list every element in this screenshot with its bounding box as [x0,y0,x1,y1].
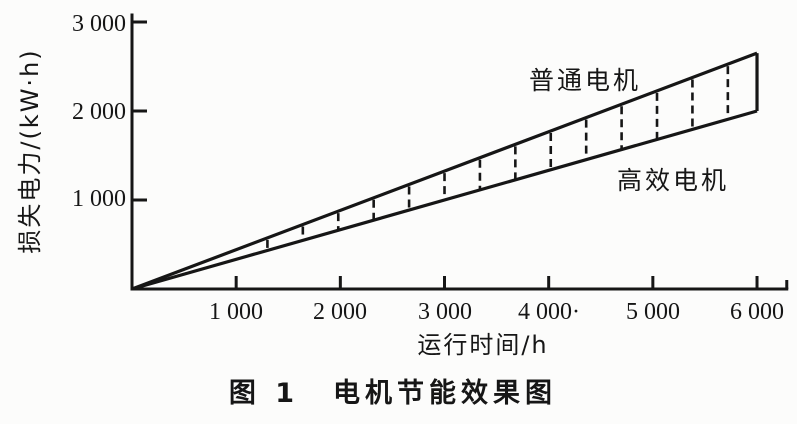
x-tick-label-4000: 4 000· [518,299,580,325]
x-tick-label-3000: 3 000 [418,299,472,325]
axes-group [130,13,789,291]
x-tick-label-6000: 6 000 [730,299,784,325]
figure-caption-title: 电机节能效果图 [333,377,557,409]
y-tick-label-3000: 3 000 [72,11,126,37]
saving-band-group [266,53,759,250]
x-tick-label-2000: 2 000 [313,299,367,325]
series-label-high-efficiency-motor: 高效电机 [617,166,729,195]
y-axis-label: 损失电力/(kW·h) [16,48,44,253]
y-tick-label-2000: 2 000 [72,99,126,125]
series-lines-group [131,51,758,291]
x-tick-label-1000: 1 000 [209,299,263,325]
series-label-ordinary-motor: 普通电机 [529,66,641,95]
figure-caption-number: 图 1 [229,378,299,409]
x-tick-label-5000: 5 000 [626,299,680,325]
x-axis-label: 运行时间/h [417,331,548,359]
y-tick-label-1000: 1 000 [72,186,126,212]
